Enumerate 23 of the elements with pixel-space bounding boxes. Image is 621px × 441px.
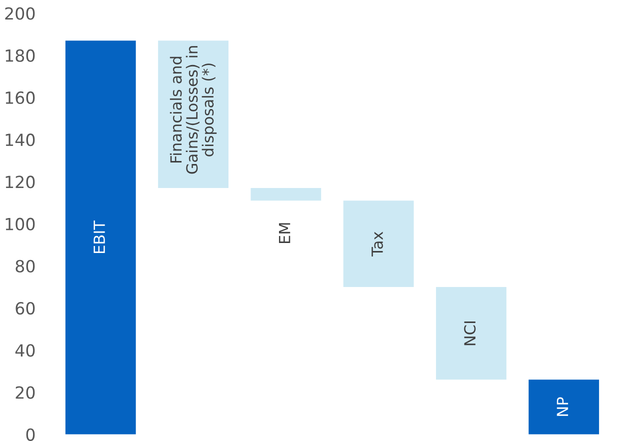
y-tick-label: 20: [16, 386, 35, 399]
bar: [250, 188, 322, 201]
y-tick-label: 120: [6, 176, 35, 188]
y-tick-label: 80: [16, 260, 35, 272]
y-tick-label: 60: [16, 302, 35, 315]
bar: [158, 40, 228, 188]
y-tick-label: 180: [6, 49, 35, 62]
bar: [528, 380, 600, 434]
bar: [343, 200, 414, 287]
y-tick-label: 160: [6, 91, 35, 104]
y-tick-label: 40: [15, 344, 35, 357]
bar: [436, 286, 506, 380]
x-tick-label: NP: [556, 397, 568, 416]
bar: [65, 40, 136, 434]
y-tick-label: 0: [26, 428, 35, 441]
x-tick-label: Financials and Gains/(Losses) in disposals (*): [170, 46, 217, 174]
x-tick-label: NCI: [464, 322, 476, 346]
y-tick-label: 100: [6, 218, 35, 230]
x-tick-label: Tax: [372, 232, 383, 256]
x-tick-label: EBIT: [94, 220, 105, 253]
y-tick-label: 200: [5, 7, 35, 20]
y-tick-label: 140: [6, 134, 35, 146]
x-tick-label: EM: [278, 223, 290, 244]
